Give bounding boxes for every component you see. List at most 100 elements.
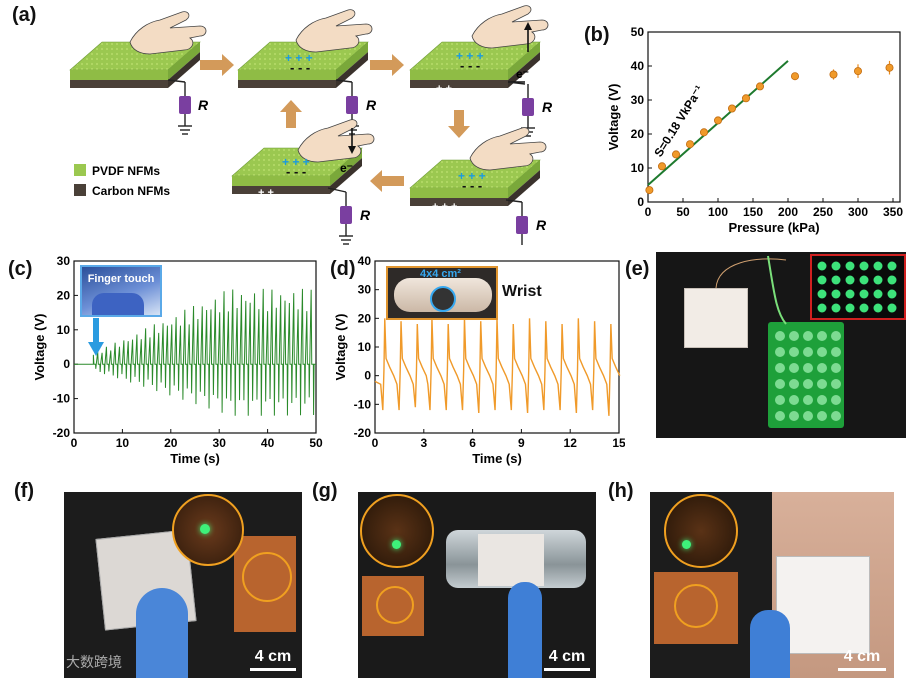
device-state-3: + + + - - - + + e⁻ R bbox=[409, 5, 553, 137]
y-tick-label: 0 bbox=[63, 357, 70, 371]
lit-led bbox=[200, 524, 210, 534]
arrow-icon bbox=[280, 100, 302, 128]
x-tick-label: 20 bbox=[164, 436, 178, 450]
x-tick-label: 10 bbox=[116, 436, 130, 450]
legend-swatch-carbon bbox=[74, 184, 86, 196]
arrow-icon bbox=[448, 110, 470, 138]
y-tick-label: 10 bbox=[358, 340, 372, 354]
photo-f: 4 cm 大数跨境 bbox=[64, 492, 302, 678]
led-glow-inset bbox=[810, 254, 906, 320]
x-tick-label: 300 bbox=[848, 205, 868, 219]
svg-text:- - -: - - - bbox=[290, 60, 310, 75]
data-point bbox=[727, 104, 736, 113]
svg-text:+ + +: + + + bbox=[282, 155, 310, 169]
panel-label-c: (c) bbox=[8, 258, 33, 280]
wrapped-sensor bbox=[478, 534, 544, 586]
x-tick-label: 0 bbox=[71, 436, 78, 450]
glowing-leds bbox=[817, 261, 897, 313]
electron-label: e⁻ bbox=[340, 161, 353, 175]
y-axis-label: Voltage (V) bbox=[32, 314, 47, 381]
legend-label-pvdf: PVDF NFMs bbox=[92, 164, 160, 178]
x-tick-label: 250 bbox=[813, 205, 833, 219]
device-state-1: R bbox=[69, 11, 209, 135]
resistor-label: R bbox=[366, 97, 377, 113]
lit-led bbox=[682, 540, 691, 549]
y-tick-label: -20 bbox=[354, 426, 372, 440]
data-point bbox=[853, 67, 862, 76]
data-point bbox=[700, 128, 709, 137]
lit-led bbox=[392, 540, 401, 549]
y-tick-label: 20 bbox=[631, 127, 645, 141]
scale-bar-h: 4 cm bbox=[838, 648, 886, 671]
data-point bbox=[658, 162, 667, 171]
arrow-icon bbox=[370, 170, 404, 192]
voltage-trace bbox=[74, 288, 316, 416]
data-point bbox=[741, 94, 750, 103]
finger-touch-inset: Finger touch bbox=[80, 265, 162, 317]
svg-text:+ +: + + bbox=[436, 83, 452, 95]
x-axis-label: Pressure (kPa) bbox=[728, 220, 819, 235]
panel-label-d: (d) bbox=[330, 258, 356, 280]
y-tick-label: -10 bbox=[53, 392, 71, 406]
svg-text:+ + +: + + + bbox=[285, 51, 313, 65]
x-axis-label: Time (s) bbox=[472, 451, 522, 466]
wires bbox=[715, 255, 787, 325]
data-point bbox=[672, 150, 681, 159]
resistor-label: R bbox=[198, 97, 209, 113]
arrow-icon bbox=[370, 54, 404, 76]
finger-touch-label: Finger touch bbox=[87, 273, 155, 285]
scale-bar-f: 4 cm bbox=[250, 648, 296, 671]
x-tick-label: 350 bbox=[883, 205, 903, 219]
y-tick-label: 30 bbox=[631, 93, 645, 107]
x-tick-label: 0 bbox=[645, 205, 652, 219]
area-label: 4x4 cm² bbox=[420, 268, 461, 280]
svg-text:+ + +: + + + bbox=[458, 169, 486, 183]
panel-label-a: (a) bbox=[12, 4, 37, 26]
x-tick-label: 150 bbox=[743, 205, 763, 219]
led-array bbox=[775, 331, 841, 421]
svg-text:- - -: - - - bbox=[460, 58, 480, 73]
x-tick-label: 100 bbox=[708, 205, 728, 219]
y-tick-label: 10 bbox=[631, 161, 645, 175]
scale-bar-g: 4 cm bbox=[544, 648, 590, 671]
y-tick-label: -20 bbox=[53, 426, 71, 440]
device-sheet bbox=[684, 288, 748, 348]
panel-label-f: (f) bbox=[14, 480, 34, 502]
y-tick-label: 40 bbox=[631, 59, 645, 73]
photo-h: 4 cm bbox=[650, 492, 894, 678]
zoom-source-circle bbox=[674, 584, 718, 628]
photo-e bbox=[656, 252, 906, 438]
x-tick-label: 0 bbox=[372, 436, 379, 450]
x-tick-label: 12 bbox=[564, 436, 578, 450]
data-point bbox=[790, 72, 799, 81]
svg-text:+ +: + + bbox=[258, 187, 274, 199]
y-tick-label: 0 bbox=[364, 369, 371, 383]
plot-frame bbox=[647, 31, 901, 203]
x-tick-label: 3 bbox=[420, 436, 427, 450]
skin-sensor-array bbox=[776, 556, 870, 654]
y-tick-label: 20 bbox=[358, 311, 372, 325]
x-tick-label: 30 bbox=[213, 436, 227, 450]
gloved-hand-image bbox=[508, 582, 542, 678]
device-state-2: + + + - - - R bbox=[237, 9, 377, 135]
arrow-icon bbox=[200, 54, 234, 76]
x-tick-label: 9 bbox=[518, 436, 525, 450]
magnified-leds-circle bbox=[360, 494, 434, 568]
watermark: 大数跨境 bbox=[66, 654, 122, 670]
arrow-down-icon bbox=[88, 318, 104, 356]
y-tick-label: 30 bbox=[57, 255, 71, 268]
y-tick-label: 0 bbox=[637, 195, 644, 209]
data-point bbox=[885, 63, 894, 72]
panel-label-h: (h) bbox=[608, 480, 634, 502]
x-tick-label: 6 bbox=[469, 436, 476, 450]
data-point bbox=[686, 140, 695, 149]
led-board bbox=[768, 322, 844, 428]
sensitivity-label: S=0.18 VkPa⁻¹ bbox=[651, 83, 706, 159]
x-tick-label: 40 bbox=[261, 436, 275, 450]
svg-text:- - -: - - - bbox=[462, 178, 482, 193]
zoom-source-circle bbox=[376, 586, 414, 624]
svg-text:- - -: - - - bbox=[286, 164, 306, 179]
chart-b: 0 50 100 150 200 250 300 350 0 10 20 30 40 50 Pressure… bbox=[606, 25, 903, 235]
gloved-hand-image bbox=[750, 610, 790, 678]
